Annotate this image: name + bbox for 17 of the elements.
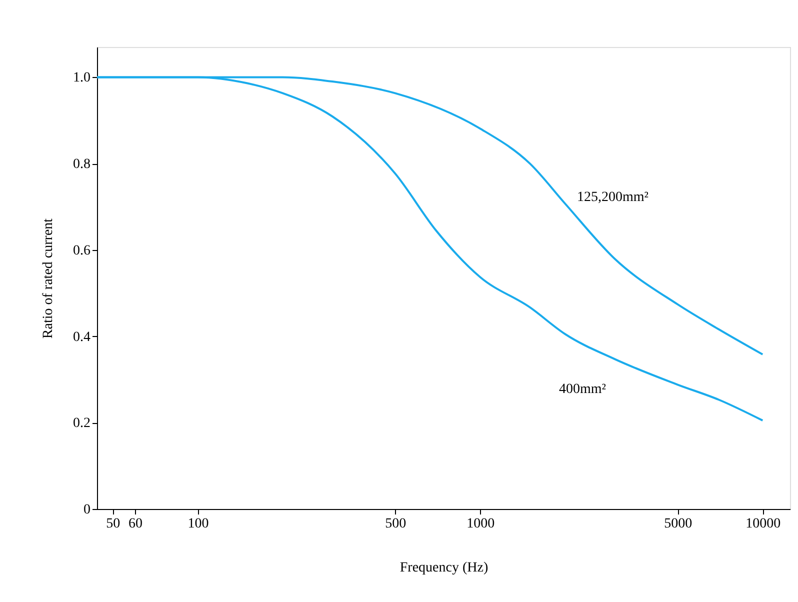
y-tick-label: 1.0	[73, 70, 90, 86]
x-tick-label: 1000	[466, 516, 495, 532]
annotation: 125,200mm²	[577, 190, 648, 205]
y-tick-label: 0.4	[73, 330, 90, 345]
x-tick-label: 10000	[746, 516, 781, 532]
x-axis-title: Frequency (Hz)	[400, 560, 488, 576]
y-tick-label: 0.2	[73, 416, 90, 432]
y-axis-title: Ratio of rated current	[41, 218, 56, 339]
annotation: 400mm²	[559, 382, 606, 397]
y-tick-label: 0.6	[73, 243, 90, 258]
x-tick-label: 100	[188, 516, 209, 532]
y-tick-label: 0.8	[73, 157, 90, 172]
x-tick-label: 60	[128, 516, 143, 532]
x-tick-label: 500	[385, 516, 406, 532]
y-tick-label: 0	[84, 502, 90, 518]
x-tick-label: 5000	[664, 516, 692, 532]
x-tick-label: 50	[106, 516, 120, 532]
